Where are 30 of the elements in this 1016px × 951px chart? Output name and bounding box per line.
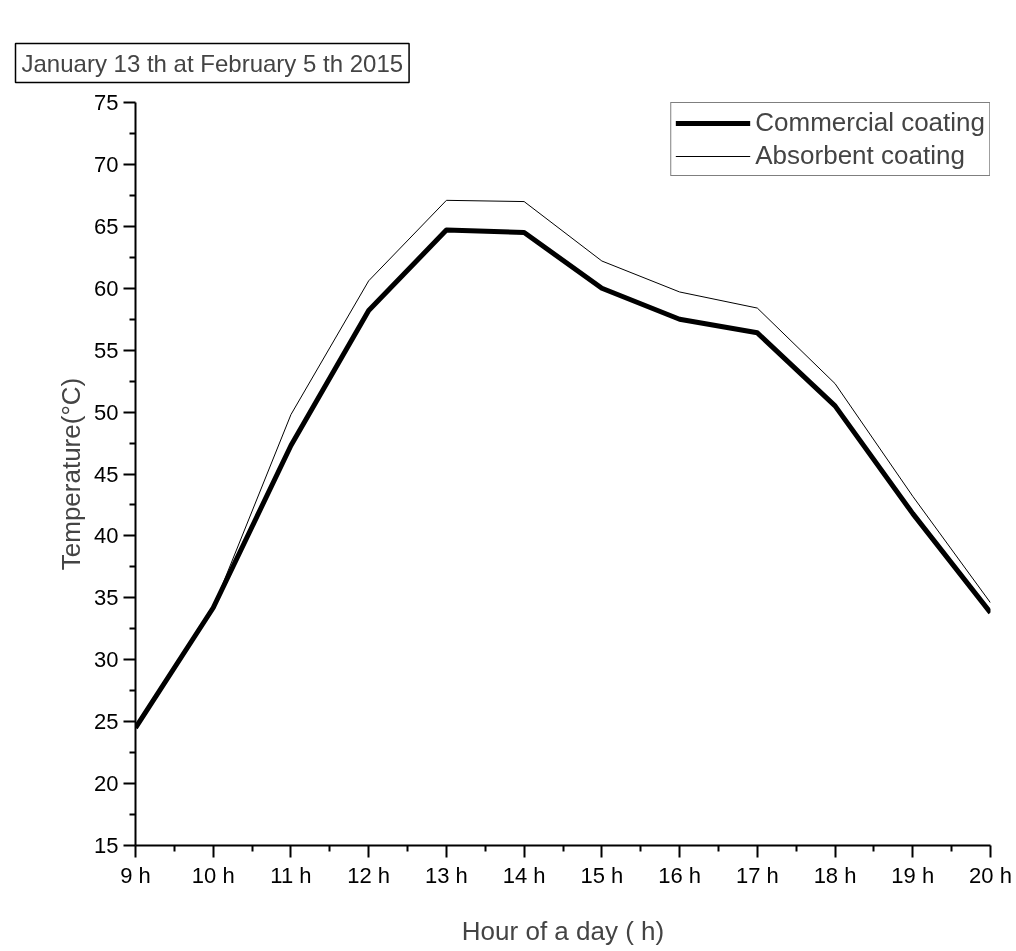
- x-tick-label: 17 h: [735, 862, 779, 888]
- y-tick-label: 70: [94, 151, 119, 177]
- x-tick-label: 15 h: [580, 862, 624, 888]
- y-tick-label: 25: [94, 709, 119, 735]
- y-tick-label: 60: [94, 275, 119, 301]
- x-axis-title: Hour of a day ( h): [461, 915, 665, 946]
- y-tick-label: 75: [94, 90, 119, 115]
- y-tick-label: 55: [94, 337, 119, 363]
- x-tick-label: 16 h: [658, 862, 702, 888]
- legend-label: Absorbent coating: [755, 140, 965, 171]
- y-tick-label: 30: [94, 647, 119, 673]
- x-tick-label: 18 h: [813, 862, 857, 888]
- y-tick-label: 15: [94, 833, 119, 858]
- y-tick-label: 65: [94, 213, 119, 239]
- x-tick-label: 14 h: [502, 862, 546, 888]
- y-tick-label: 35: [94, 585, 119, 611]
- x-tick-label: 9 h: [120, 862, 151, 888]
- y-axis-title: Temperature(°C): [56, 377, 87, 571]
- x-tick-label: 19 h: [891, 862, 935, 888]
- x-tick-label: 11 h: [270, 862, 312, 888]
- y-tick-label: 50: [94, 399, 119, 425]
- y-tick-label: 40: [94, 523, 119, 549]
- chart-title: January 13 th at February 5 th 2015: [21, 49, 404, 77]
- x-tick-label: 20 h: [969, 862, 1012, 888]
- legend-label: Commercial coating: [755, 107, 985, 138]
- x-tick-label: 10 h: [191, 862, 235, 888]
- x-tick-label: 12 h: [347, 862, 391, 888]
- x-tick-label: 13 h: [425, 862, 468, 888]
- y-tick-label: 45: [94, 461, 119, 487]
- y-tick-label: 20: [94, 771, 119, 797]
